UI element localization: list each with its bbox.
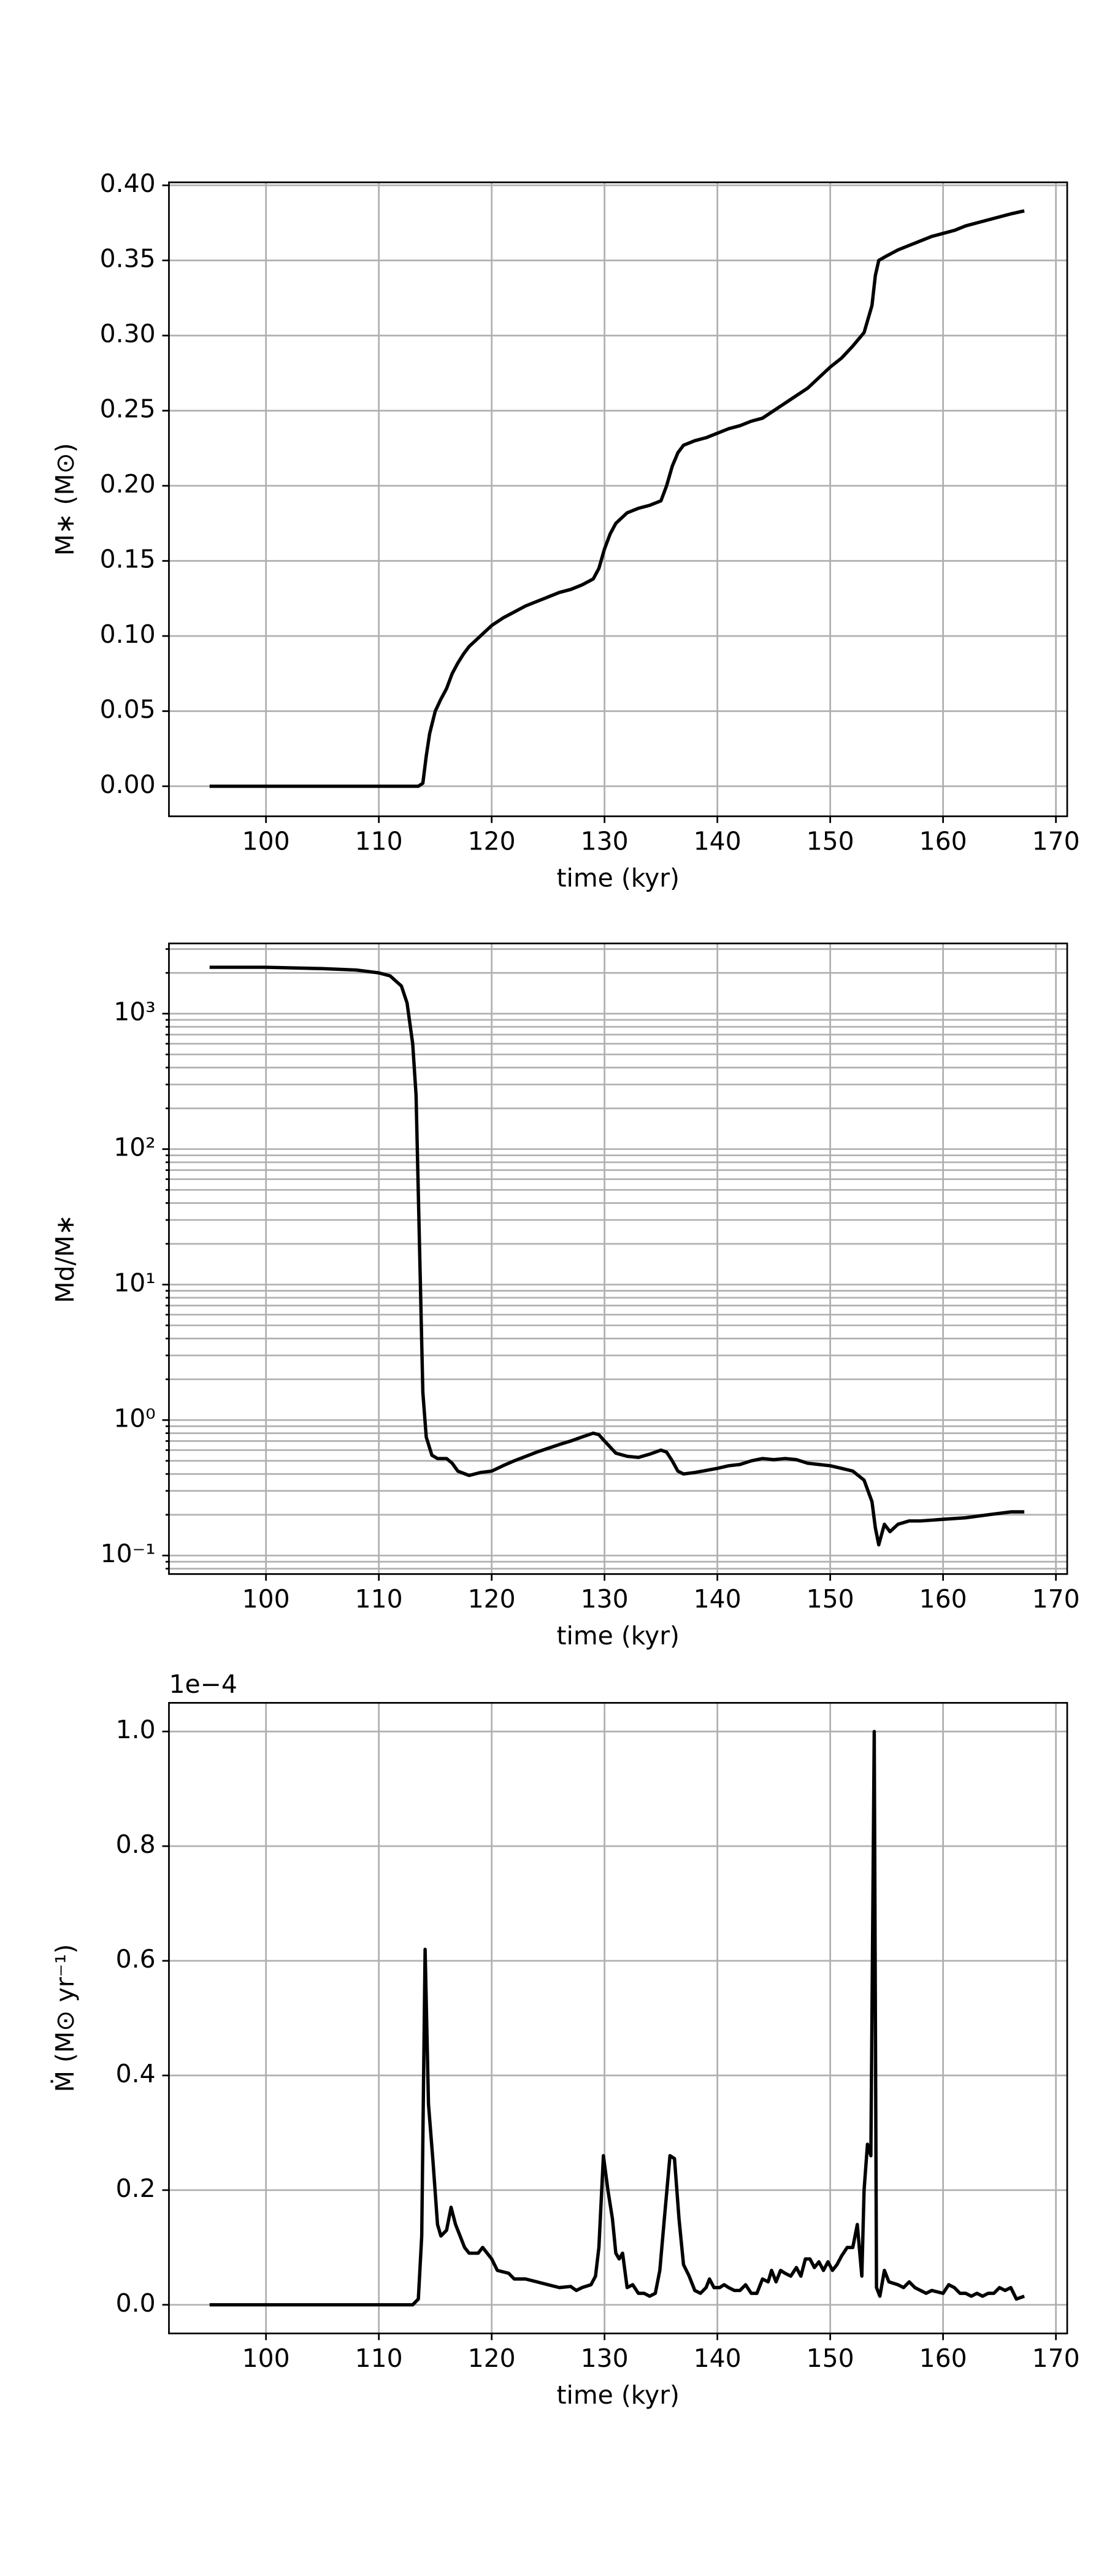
y-tick-label: 0.35 [100, 244, 156, 274]
y-tick-label: 10² [113, 1133, 155, 1162]
x-tick-label: 130 [581, 2344, 629, 2373]
subplot: 100 110 120 130 140 150 160 170 0.0 0.2 0.4 0.6 0.8 1… [50, 1669, 1080, 2410]
y-axis-label: M∗ (M⊙) [50, 443, 80, 556]
x-tick-label: 170 [1032, 2344, 1080, 2373]
y-tick-label: 0.10 [100, 619, 156, 649]
y-tick-label: 10¹ [113, 1268, 155, 1297]
y-tick-label: 10⁻¹ [101, 1539, 156, 1568]
subplot: 100 110 120 130 140 150 160 170 10⁻¹ 10⁰ 10¹ 10² 10³… [50, 942, 1080, 1650]
data-line [209, 965, 1025, 1547]
y-axis-label: Md/M∗ [50, 1214, 80, 1303]
x-tick-label: 150 [807, 827, 854, 856]
x-tick-label: 140 [694, 1584, 742, 1614]
x-tick-label: 160 [919, 2344, 967, 2373]
x-axis-label: time (kyr) [556, 1621, 680, 1650]
x-tick-label: 130 [581, 827, 629, 856]
x-tick-label: 100 [242, 2344, 290, 2373]
offset-label: 1e−4 [169, 1669, 237, 1699]
y-tick-label: 0.00 [100, 770, 156, 799]
axes-frame [168, 942, 1068, 1575]
x-axis-label: time (kyr) [556, 2380, 680, 2410]
x-tick-label: 170 [1032, 827, 1080, 856]
x-tick-label: 160 [919, 1584, 967, 1614]
x-tick-label: 170 [1032, 1584, 1080, 1614]
y-tick-label: 1.0 [116, 1715, 156, 1744]
x-axis-label: time (kyr) [556, 864, 680, 893]
y-tick-label: 0.20 [100, 469, 156, 499]
data-line [209, 1730, 1025, 2307]
x-tick-label: 140 [694, 827, 742, 856]
plot-area [209, 1730, 1025, 2307]
plot-area [209, 209, 1025, 788]
y-tick-label: 10³ [113, 997, 155, 1027]
y-tick-label: 10⁰ [113, 1403, 155, 1433]
y-axis-label: Ṁ (M⊙ yr⁻¹) [50, 1944, 80, 2093]
x-tick-label: 150 [807, 1584, 854, 1614]
y-tick-label: 0.2 [116, 2174, 156, 2203]
y-tick-label: 0.6 [116, 1944, 156, 1974]
x-tick-label: 120 [468, 1584, 516, 1614]
y-tick-label: 0.0 [116, 2288, 156, 2318]
x-tick-label: 110 [355, 827, 403, 856]
axes-frame [168, 181, 1068, 818]
x-tick-label: 110 [355, 2344, 403, 2373]
y-tick-label: 0.4 [116, 2059, 156, 2088]
x-tick-label: 140 [694, 2344, 742, 2373]
x-tick-label: 130 [581, 1584, 629, 1614]
y-tick-label: 0.8 [116, 1830, 156, 1859]
y-tick-label: 0.25 [100, 394, 156, 424]
y-tick-label: 0.40 [100, 169, 156, 198]
subplot: 100 110 120 130 140 150 160 170 0.00 0.05 0.10 0.15… [50, 169, 1080, 892]
x-tick-label: 120 [468, 827, 516, 856]
x-tick-label: 120 [468, 2344, 516, 2373]
y-tick-label: 0.15 [100, 545, 156, 574]
data-line [209, 209, 1025, 788]
x-tick-label: 110 [355, 1584, 403, 1614]
x-tick-label: 150 [807, 2344, 854, 2373]
y-tick-label: 0.30 [100, 319, 156, 348]
x-tick-label: 100 [242, 1584, 290, 1614]
axes-frame [168, 1701, 1068, 2334]
plot-area [209, 965, 1025, 1547]
x-tick-label: 100 [242, 827, 290, 856]
y-tick-label: 0.05 [100, 694, 156, 724]
x-tick-label: 160 [919, 827, 967, 856]
